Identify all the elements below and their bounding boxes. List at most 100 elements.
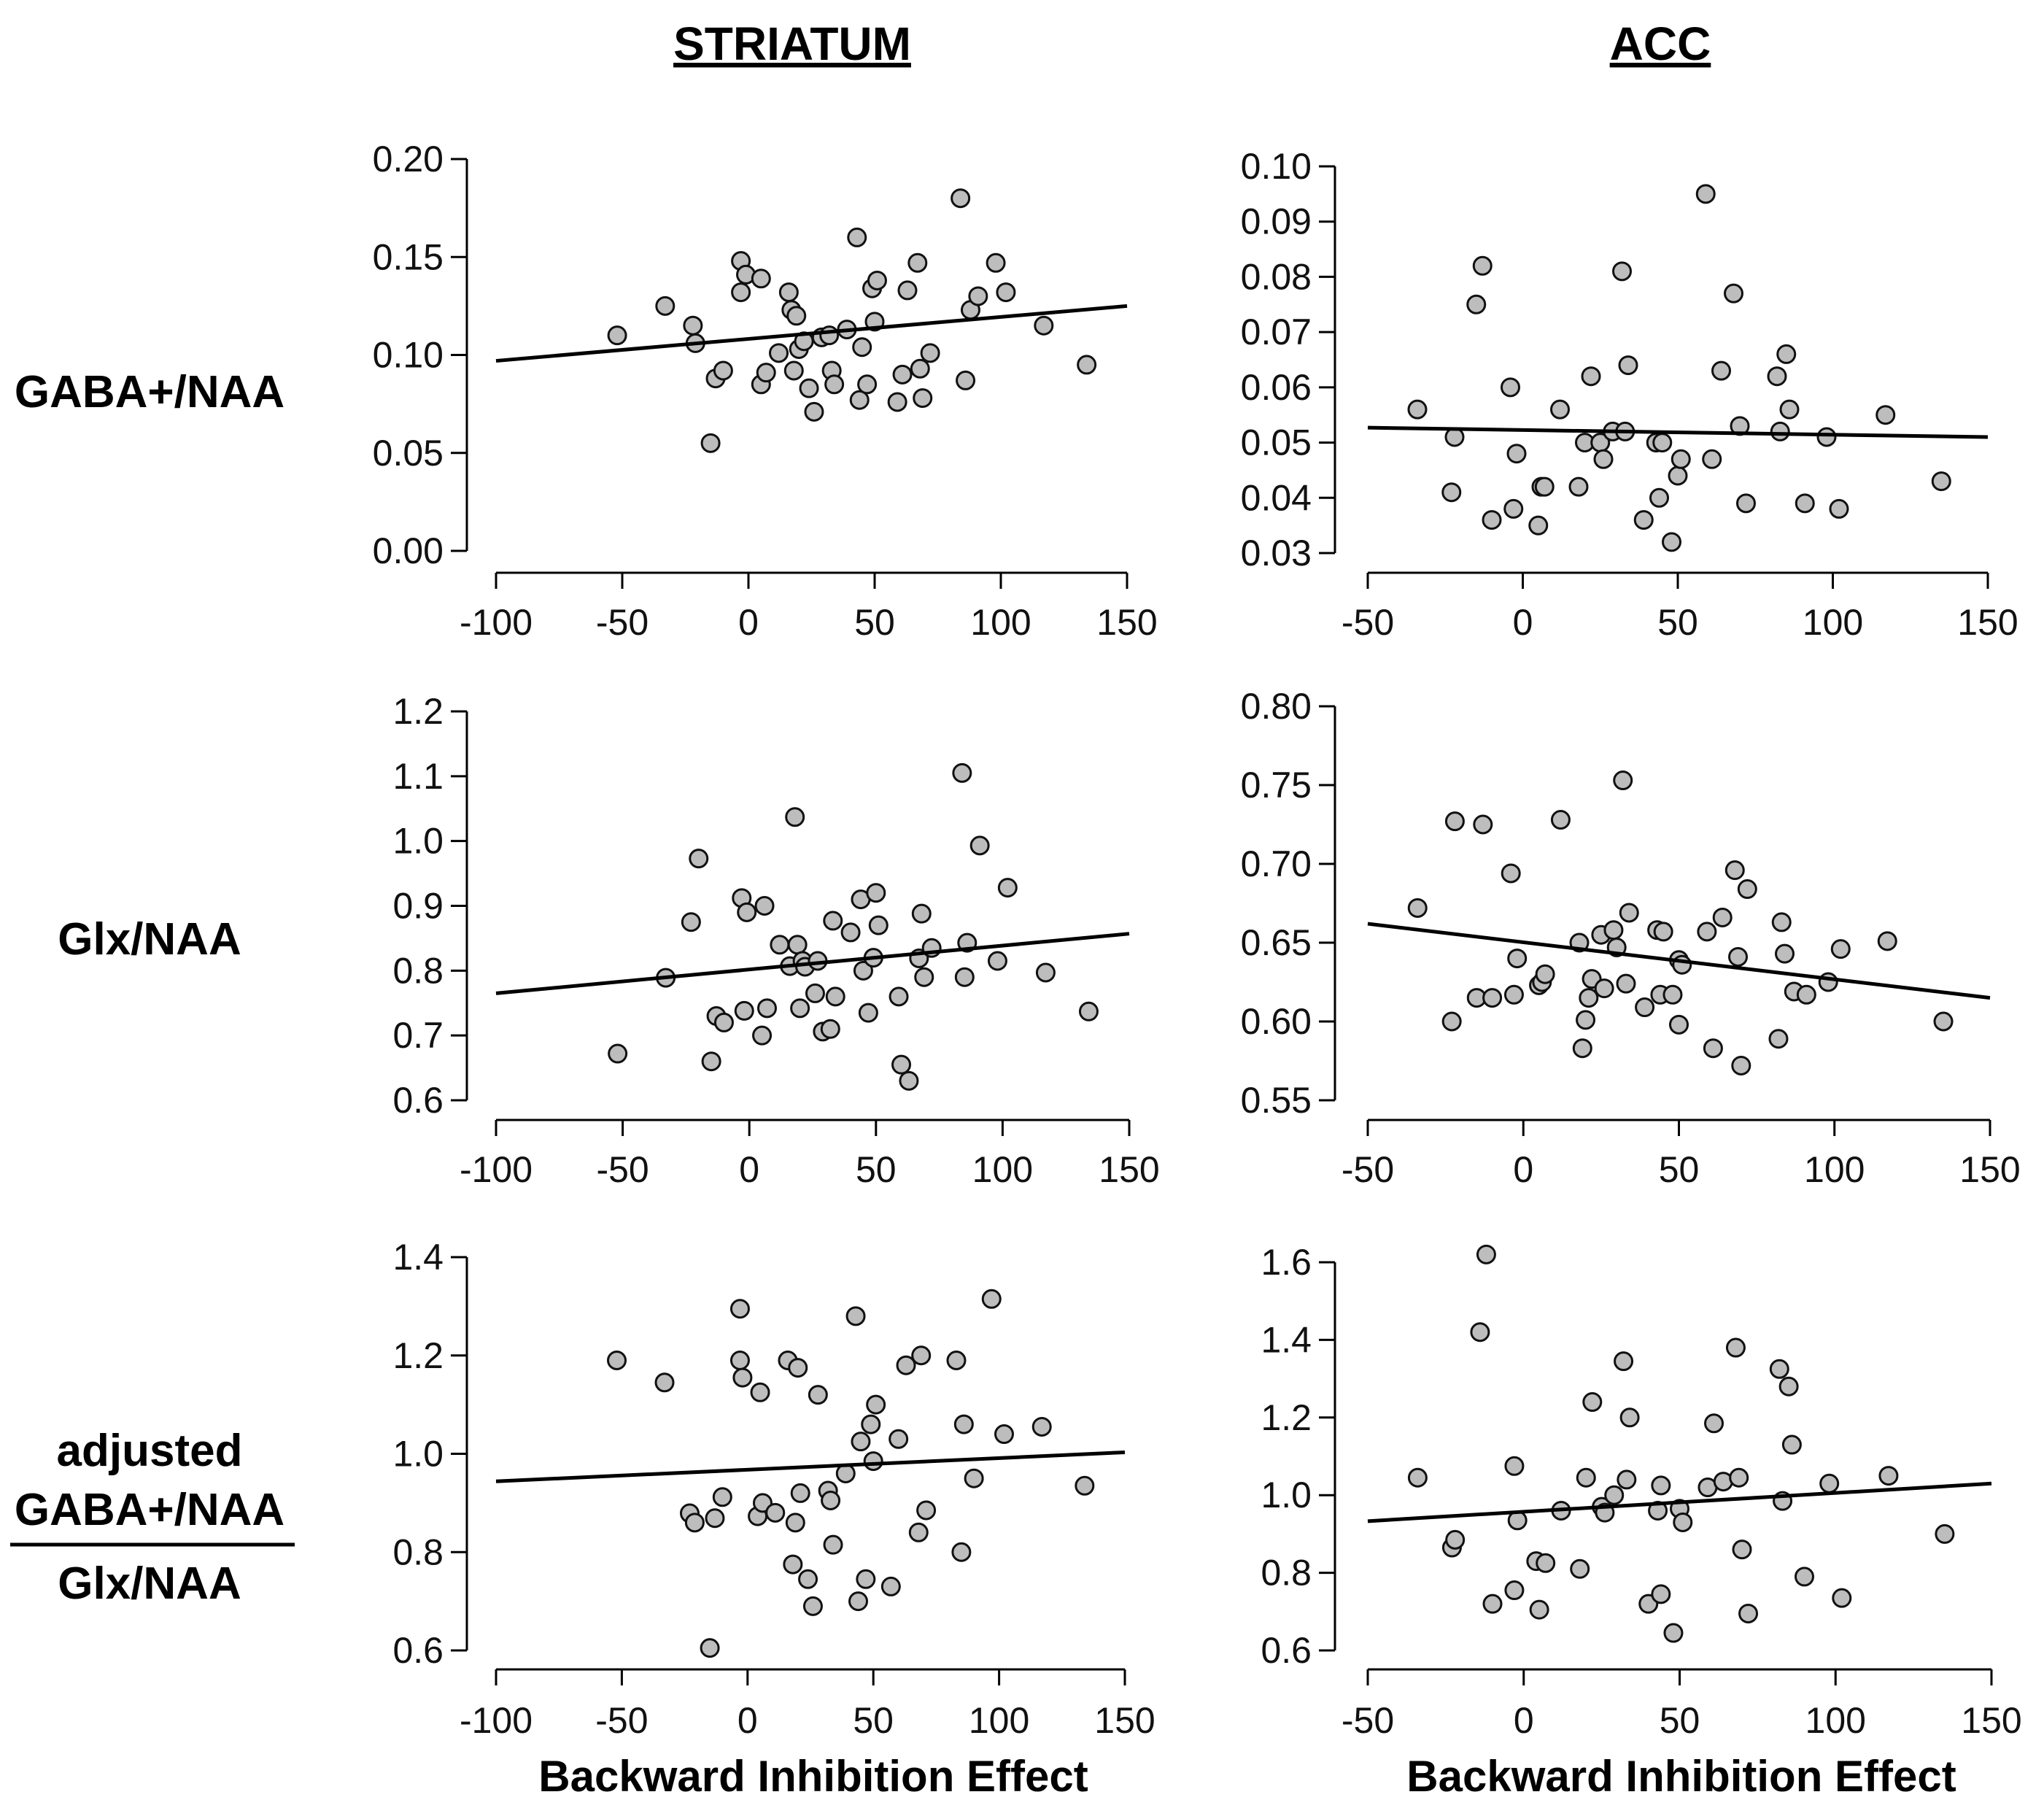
data-point bbox=[1663, 1623, 1684, 1643]
y-tick-label: 0.20 bbox=[373, 139, 444, 179]
data-point bbox=[770, 935, 790, 955]
data-point bbox=[1582, 1392, 1603, 1413]
x-tick-label: -50 bbox=[1342, 1149, 1394, 1190]
data-point bbox=[1077, 355, 1097, 375]
x-tick-label: 50 bbox=[1660, 1700, 1700, 1741]
y-tick-label: 0.08 bbox=[1241, 256, 1312, 297]
data-point bbox=[880, 1576, 901, 1596]
y-tick-label: 0.03 bbox=[1241, 533, 1312, 573]
data-point bbox=[840, 922, 861, 943]
x-tick-label: 0 bbox=[1513, 1149, 1533, 1190]
data-point bbox=[1472, 255, 1493, 276]
data-point bbox=[737, 902, 757, 922]
data-point bbox=[1724, 860, 1745, 881]
data-point bbox=[857, 374, 878, 395]
data-point bbox=[1724, 283, 1743, 304]
data-point bbox=[852, 337, 872, 358]
data-point bbox=[700, 1638, 720, 1658]
data-point bbox=[1444, 811, 1465, 832]
panel-acc-glx: 0.55 0.60 0.65 0.70 0.75 0.80 -50 0 50 100 150 bbox=[1241, 686, 2021, 1190]
data-point bbox=[1503, 984, 1524, 1005]
x-tick-label: 50 bbox=[853, 1700, 894, 1741]
y-tick-label: 0.65 bbox=[1241, 922, 1312, 963]
y-tick-label: 0.6 bbox=[392, 1630, 444, 1671]
data-point bbox=[1476, 1244, 1496, 1264]
data-point bbox=[785, 1513, 805, 1533]
data-point bbox=[987, 951, 1007, 971]
data-point bbox=[1528, 515, 1549, 536]
data-point bbox=[1736, 493, 1756, 514]
data-point bbox=[994, 1424, 1014, 1445]
x-tick-label: 0 bbox=[738, 602, 759, 643]
data-point bbox=[1550, 810, 1571, 830]
data-point bbox=[823, 911, 843, 931]
data-point bbox=[847, 227, 867, 247]
data-point bbox=[851, 1432, 871, 1452]
y-tick-label: 1.0 bbox=[1261, 1475, 1312, 1515]
data-point bbox=[845, 1306, 866, 1326]
y-tick-label: 0.05 bbox=[373, 433, 444, 474]
data-point bbox=[1933, 1011, 1954, 1032]
y-tick-label: 1.0 bbox=[392, 1434, 444, 1475]
y-tick-label: 0.09 bbox=[1241, 201, 1312, 242]
data-point bbox=[1737, 879, 1757, 900]
y-tick-label: 0.10 bbox=[1241, 146, 1312, 187]
data-point bbox=[908, 1522, 929, 1542]
data-point bbox=[887, 392, 907, 412]
data-point bbox=[713, 360, 733, 381]
y-tick-label: 0.04 bbox=[1241, 477, 1312, 518]
data-point bbox=[1776, 344, 1797, 364]
data-point bbox=[892, 364, 913, 385]
y-tick-label: 0.80 bbox=[1241, 686, 1312, 727]
data-point bbox=[1633, 510, 1654, 530]
data-point bbox=[1704, 1413, 1724, 1434]
row-label-gaba: GABA+/NAA bbox=[15, 367, 284, 417]
panel-acc-gaba: 0.03 0.04 0.05 0.06 0.07 0.08 0.09 0.10 -50 0 50 10… bbox=[1241, 146, 2018, 643]
data-point bbox=[1482, 1594, 1503, 1614]
data-point bbox=[1034, 315, 1054, 336]
data-point bbox=[1779, 399, 1800, 420]
data-point bbox=[1619, 903, 1639, 923]
x-tick-label: 50 bbox=[1659, 1149, 1700, 1190]
y-tick-label: 1.2 bbox=[392, 691, 444, 732]
data-point bbox=[916, 1500, 937, 1521]
data-point bbox=[1535, 964, 1555, 984]
data-point bbox=[1593, 449, 1614, 469]
x-tick-label: 100 bbox=[1804, 1149, 1865, 1190]
data-point bbox=[899, 1070, 919, 1091]
data-point bbox=[986, 252, 1006, 273]
data-point bbox=[858, 1003, 878, 1023]
x-tick-label: -100 bbox=[460, 1700, 533, 1741]
data-point bbox=[1504, 1580, 1525, 1601]
regression-line bbox=[1367, 922, 1991, 1000]
data-point bbox=[946, 1350, 967, 1370]
row-label-ratio-denominator: Glx/NAA bbox=[58, 1558, 241, 1609]
data-point bbox=[790, 1483, 810, 1503]
data-point bbox=[1576, 1467, 1596, 1488]
data-point bbox=[1652, 433, 1673, 453]
data-point bbox=[910, 358, 930, 379]
data-point bbox=[1618, 355, 1638, 376]
data-point bbox=[654, 1372, 675, 1393]
data-point bbox=[889, 1429, 909, 1449]
data-point bbox=[681, 912, 701, 932]
data-point bbox=[856, 1569, 876, 1589]
data-point bbox=[1712, 907, 1733, 927]
data-point bbox=[1795, 1567, 1814, 1587]
data-point bbox=[996, 282, 1016, 303]
data-point bbox=[920, 343, 940, 363]
data-point bbox=[1931, 471, 1951, 492]
data-point bbox=[805, 983, 825, 1003]
data-point bbox=[1445, 1529, 1466, 1550]
data-point bbox=[1668, 466, 1688, 486]
data-point bbox=[1711, 360, 1731, 381]
x-tick-label: 0 bbox=[1513, 602, 1533, 643]
data-point bbox=[788, 1358, 808, 1378]
data-point bbox=[821, 1491, 841, 1511]
data-point bbox=[1832, 1588, 1852, 1608]
data-point bbox=[866, 1394, 886, 1415]
row-label-ratio-numerator-line2: GABA+/NAA bbox=[15, 1485, 284, 1535]
data-point bbox=[907, 252, 928, 273]
y-tick-label: 0.55 bbox=[1241, 1080, 1312, 1121]
data-point bbox=[1075, 1475, 1095, 1496]
